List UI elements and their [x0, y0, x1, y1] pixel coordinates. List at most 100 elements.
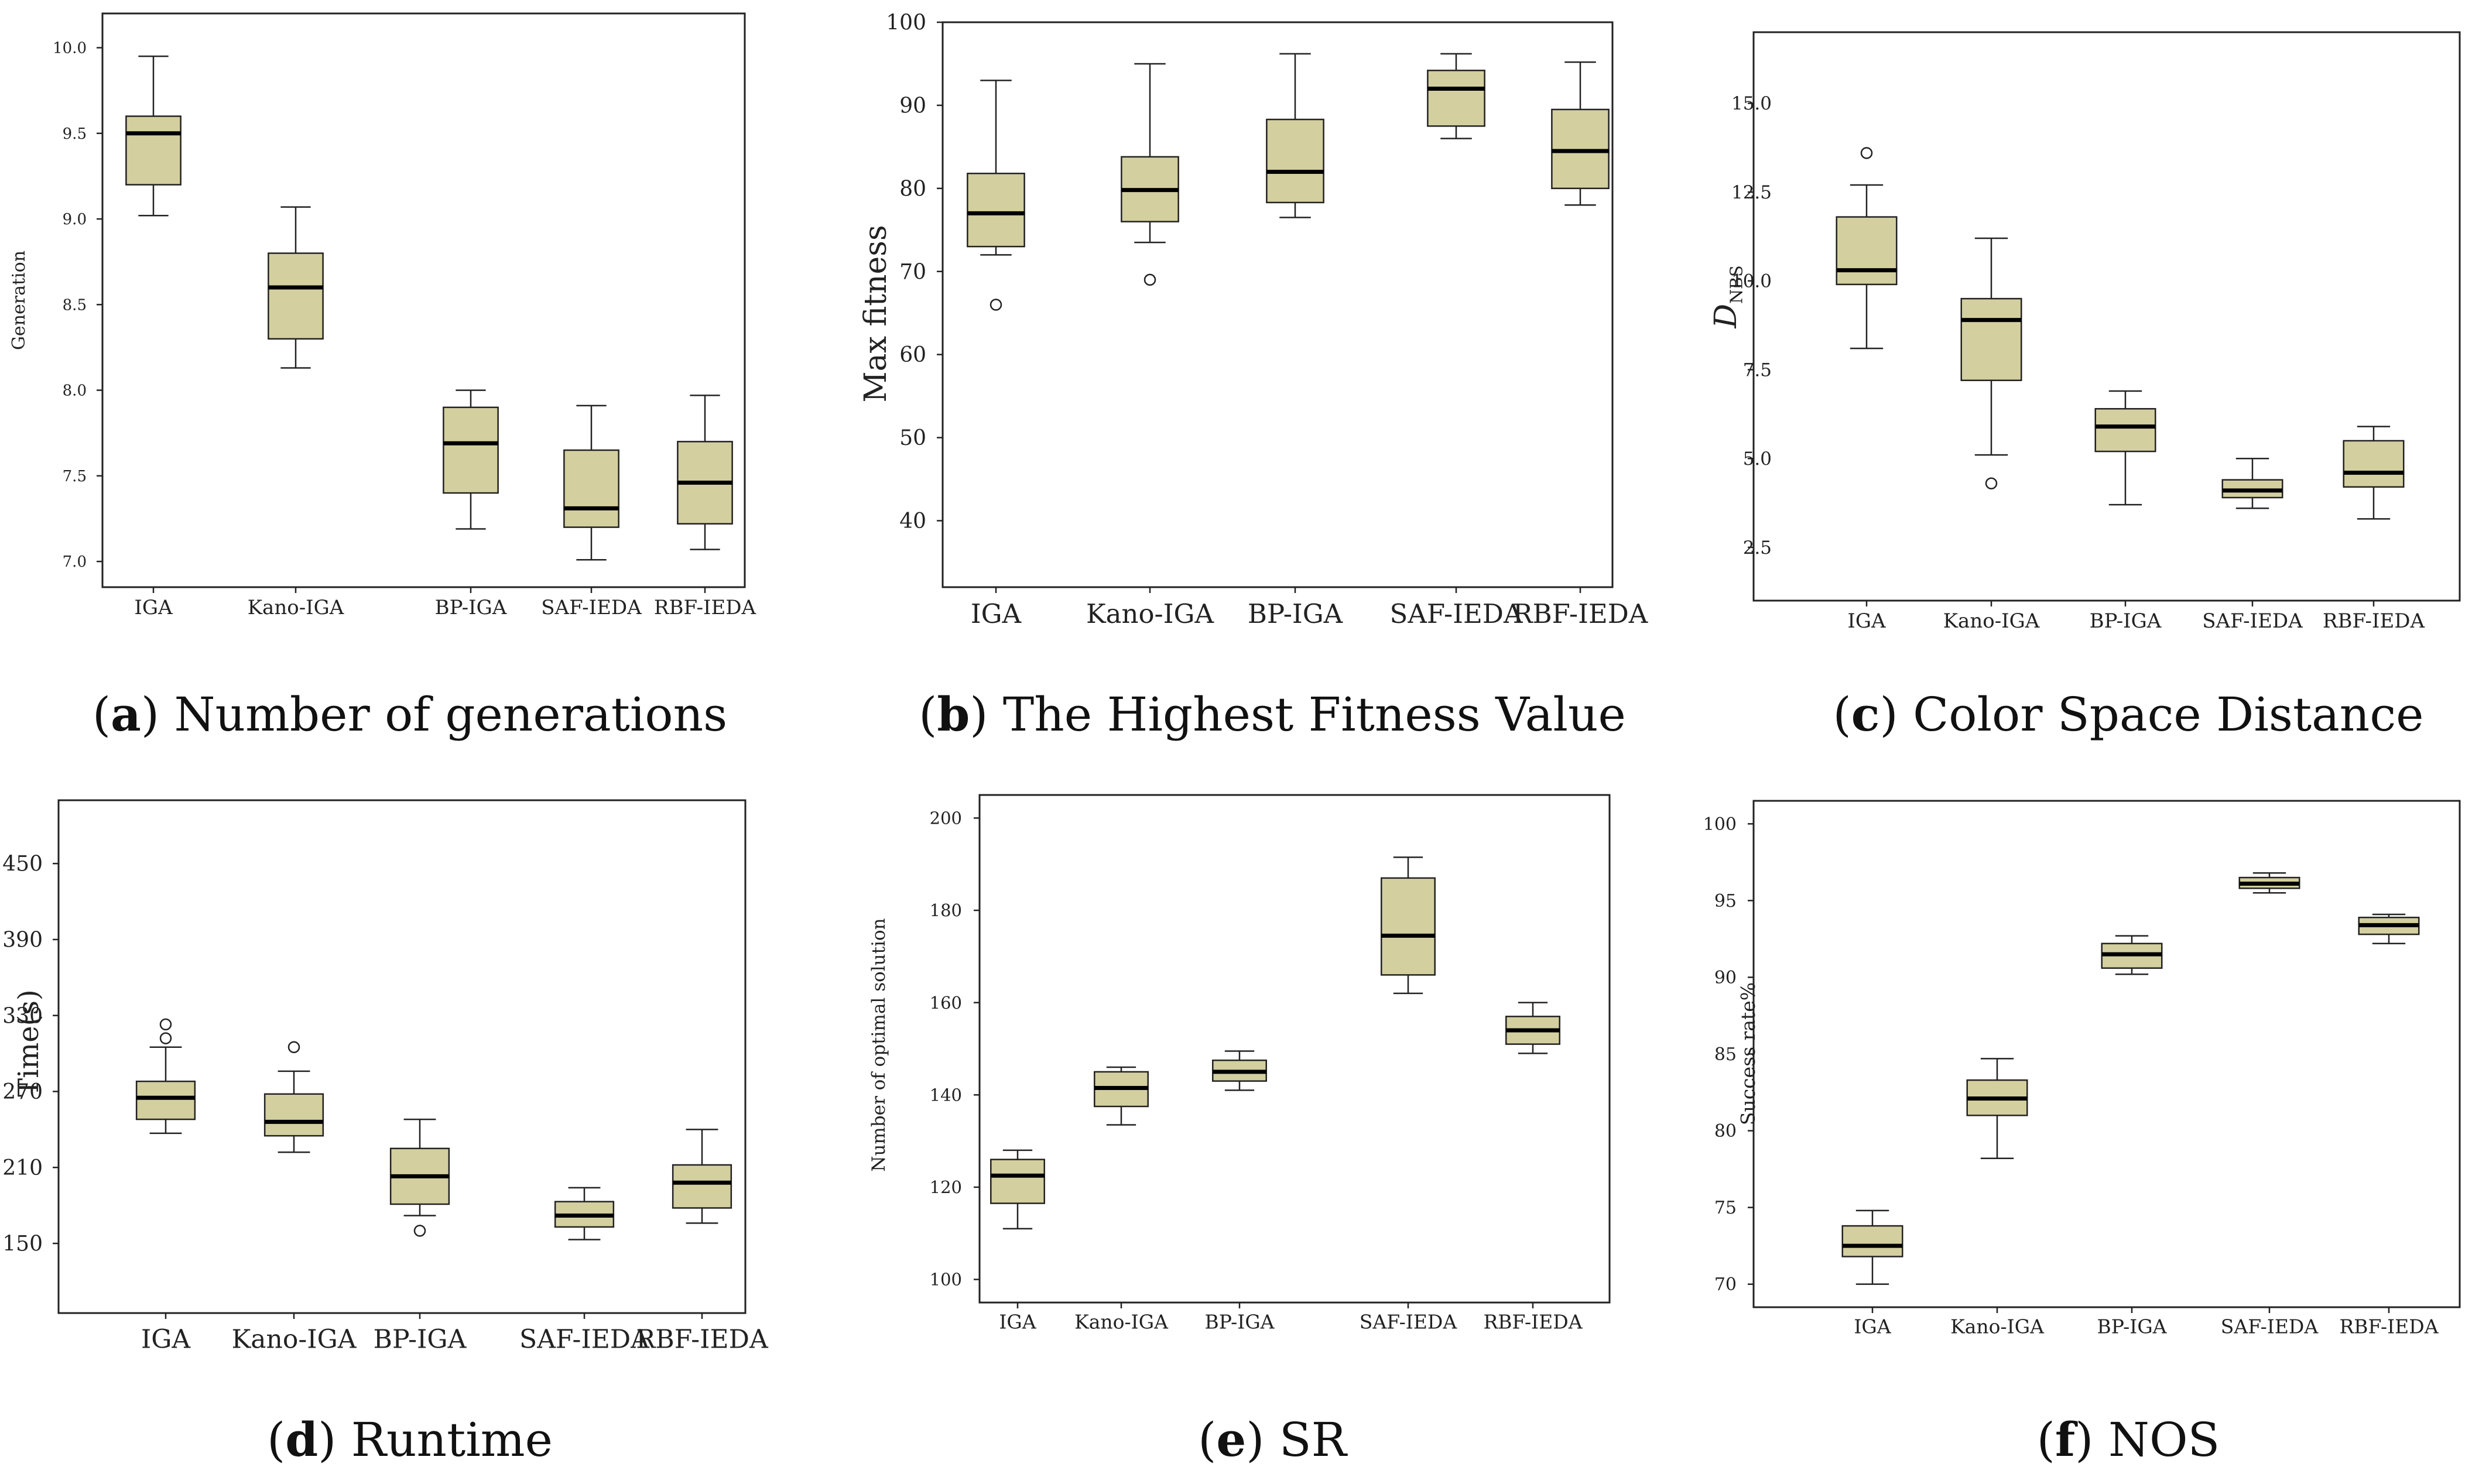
- iqr-box: [125, 115, 182, 186]
- y-tick-label: 8.0: [63, 382, 87, 400]
- outlier-point: [1143, 273, 1156, 286]
- panel-d: 150 210 270 330 390 450 IGA Kano-IGA BP-IGA SAF-I…: [2, 799, 769, 1467]
- panel-caption: (f) NOS: [2037, 1412, 2220, 1467]
- panel-f: 70 75 80 85 90 95 100 IGA Kano-IGA BP-IGA SAF-IEDA…: [1703, 800, 2461, 1467]
- y-tick-label: 120: [930, 1177, 962, 1197]
- iqr-box: [1266, 118, 1324, 204]
- iqr-box: [443, 406, 499, 494]
- panel-caption: (c) Color Space Distance: [1833, 687, 2424, 742]
- y-tick-label: 7.5: [63, 468, 87, 485]
- box-rbf-ieda: [672, 1129, 732, 1224]
- x-tick-label: SAF-IEDA: [1360, 1311, 1458, 1334]
- box-kano-iga: [1966, 1058, 2028, 1159]
- panel-e: 100 120 140 160 180 200 IGA Kano-IGA BP-IGA SAF-I…: [868, 794, 1611, 1467]
- panel-b: 40 50 60 70 80 90 100 IGA Kano-IGA BP-IGA SAF-IEDA…: [858, 11, 1648, 742]
- box-iga: [990, 1149, 1045, 1230]
- box-bp-iga: [2094, 390, 2156, 506]
- outlier-point: [287, 1041, 300, 1054]
- y-tick-label: 75: [1714, 1198, 1737, 1218]
- panel-caption: (d) Runtime: [267, 1412, 553, 1467]
- x-tick-label: Kano-IGA: [1950, 1315, 2045, 1338]
- box-bp-iga: [2101, 935, 2163, 975]
- y-tick-label: 330: [2, 1004, 43, 1028]
- y-tick-label: 270: [2, 1080, 43, 1104]
- y-tick-label: 9.5: [63, 125, 87, 143]
- y-tick-label: 140: [930, 1085, 962, 1105]
- iqr-box: [135, 1080, 196, 1120]
- x-tick-label: BP-IGA: [374, 1324, 467, 1354]
- y-tick-label: 90: [1714, 968, 1737, 988]
- y-tick-label: 150: [2, 1232, 43, 1256]
- box-iga: [1836, 147, 1898, 349]
- y-tick-label: 80: [1714, 1121, 1737, 1142]
- outlier-point: [413, 1225, 426, 1237]
- y-tick-label: 160: [930, 993, 962, 1013]
- x-tick-label: SAF-IEDA: [1390, 598, 1523, 629]
- iqr-box: [672, 1164, 732, 1209]
- x-tick-label: IGA: [141, 1324, 191, 1354]
- y-tick-label: 85: [1714, 1044, 1737, 1065]
- box-kano-iga: [263, 1041, 324, 1153]
- x-tick-label: BP-IGA: [1248, 598, 1343, 629]
- y-tick-label: 40: [899, 509, 926, 533]
- iqr-box: [2094, 408, 2156, 453]
- iqr-box: [263, 1093, 324, 1137]
- iqr-box: [1551, 108, 1610, 190]
- iqr-box: [1427, 70, 1485, 127]
- iqr-box: [2343, 440, 2405, 488]
- panel-a: 7.0 7.5 8.0 8.5 9.0 9.5 10.0 IGA Kano-IGA BP-IGA S…: [9, 12, 756, 742]
- box-iga: [967, 80, 1025, 311]
- x-tick-label: BP-IGA: [2097, 1315, 2167, 1338]
- x-tick-label: BP-IGA: [2090, 609, 2162, 633]
- y-tick-label: 15.0: [1731, 93, 1772, 114]
- plot-frame: [1752, 31, 2461, 602]
- box-bp-iga: [1266, 53, 1324, 218]
- y-axis-label: DNBS: [1709, 265, 1746, 328]
- box-rbf-ieda: [2358, 913, 2420, 945]
- plot-frame: [978, 794, 1611, 1304]
- x-tick-label: Kano-IGA: [1074, 1311, 1169, 1334]
- y-tick-label: 180: [930, 900, 962, 920]
- box-kano-iga: [268, 206, 324, 369]
- y-axis-label: Generation: [9, 251, 29, 350]
- y-tick-label: 80: [899, 177, 926, 201]
- box-saf-ieda: [1427, 53, 1485, 139]
- iqr-box: [1381, 877, 1436, 976]
- x-tick-label: RBF-IEDA: [1513, 598, 1648, 629]
- x-tick-label: SAF-IEDA: [2202, 609, 2303, 633]
- box-rbf-ieda: [1551, 61, 1610, 206]
- y-tick-label: 70: [1714, 1274, 1737, 1295]
- box-bp-iga: [389, 1118, 450, 1237]
- plot-frame: [57, 799, 747, 1314]
- y-tick-label: 100: [886, 11, 926, 35]
- iqr-box: [1841, 1225, 1903, 1257]
- box-kano-iga: [1121, 63, 1179, 286]
- iqr-box: [563, 449, 619, 528]
- outlier-point: [1860, 147, 1873, 159]
- y-tick-label: 450: [2, 852, 43, 876]
- x-tick-label: IGA: [999, 1311, 1036, 1334]
- y-axis-label: Success rate%: [1737, 982, 1759, 1125]
- x-tick-label: Kano-IGA: [1943, 609, 2040, 633]
- y-tick-label: 100: [1703, 814, 1737, 835]
- outlier-point: [990, 299, 1002, 311]
- panel-caption: (e) SR: [1198, 1412, 1348, 1467]
- x-tick-label: Kano-IGA: [231, 1324, 357, 1354]
- x-tick-label: RBF-IEDA: [2339, 1315, 2439, 1338]
- box-kano-iga: [1960, 237, 2022, 489]
- x-tick-label: IGA: [1847, 609, 1886, 633]
- y-tick-label: 390: [2, 928, 43, 952]
- x-tick-label: IGA: [1854, 1315, 1891, 1338]
- x-tick-label: SAF-IEDA: [519, 1324, 650, 1354]
- outlier-point: [1985, 477, 1998, 489]
- y-tick-label: 5.0: [1743, 448, 1772, 469]
- y-tick-label: 100: [930, 1270, 962, 1290]
- box-saf-ieda: [563, 405, 619, 561]
- y-axis-label: Time(s): [12, 989, 45, 1096]
- y-tick-label: 50: [899, 426, 926, 450]
- box-rbf-ieda: [677, 395, 733, 550]
- y-tick-label: 7.5: [1743, 359, 1772, 381]
- y-tick-label: 10.0: [1731, 271, 1772, 292]
- y-tick-label: 210: [2, 1156, 43, 1180]
- y-tick-label: 10.0: [53, 40, 87, 57]
